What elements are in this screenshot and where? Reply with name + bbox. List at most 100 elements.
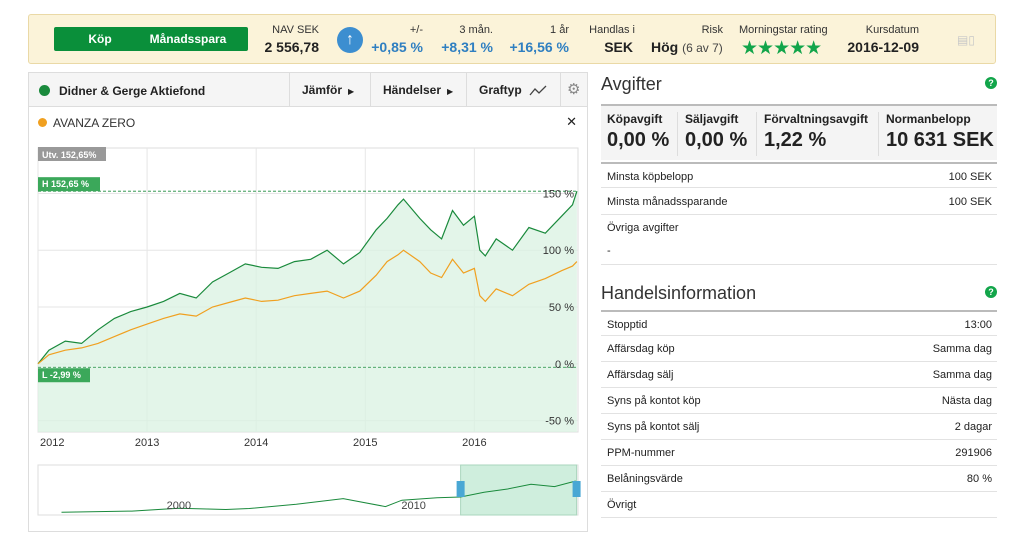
- compare-series-line: [37, 249, 578, 365]
- monthly-saving-button[interactable]: Månadsspara: [128, 27, 248, 51]
- compare-menu[interactable]: Jämför ▶: [289, 73, 370, 107]
- rating-stars: ★★★★★: [741, 38, 822, 59]
- price-date-label: Kursdatum: [865, 24, 919, 36]
- fee-row: Minsta månadssparande 100 SEK: [601, 189, 997, 215]
- traded-in-label: Handlas i: [589, 24, 635, 36]
- three-month-value: +8,31 %: [441, 39, 493, 55]
- row-label: Syns på kontot köp: [607, 395, 701, 407]
- divider: [756, 112, 757, 156]
- one-year-value: +16,56 %: [509, 39, 569, 55]
- fee-label: Köpavgift: [607, 112, 663, 126]
- risk-detail: (6 av 7): [682, 41, 723, 55]
- trading-row: Syns på kontot sälj 2 dagar: [601, 414, 997, 440]
- fee-row: Övriga avgifter -: [601, 215, 997, 265]
- navigator-selection: [460, 464, 578, 516]
- row-value: Nästa dag: [941, 395, 992, 407]
- caret-right-icon: ▶: [348, 87, 355, 96]
- fund-series-line: [37, 191, 578, 365]
- low-badge: [38, 368, 90, 383]
- row-label: Minsta köpbelopp: [607, 171, 694, 183]
- row-value: Samma dag: [932, 369, 992, 381]
- high-label: H 152,65 %: [42, 179, 89, 189]
- low-label: L -2,99 %: [42, 370, 81, 380]
- navigator-tick-label: 2010: [401, 500, 425, 512]
- fee-value: 1,22 %: [764, 129, 827, 151]
- nav-value: 2 556,78: [264, 39, 320, 55]
- navigator-handle-right[interactable]: [572, 481, 581, 497]
- fee-row: Minsta köpbelopp 100 SEK: [601, 162, 997, 188]
- arrow-up-icon: ↑: [337, 27, 363, 53]
- price-date-value: 2016-12-09: [847, 39, 919, 55]
- risk-value: Hög: [651, 39, 679, 55]
- chart-toolbar: Didner & Gerge Aktiefond Jämför ▶ Händels…: [29, 73, 587, 107]
- y-tick-label: 50 %: [549, 302, 574, 314]
- y-tick-label: -50 %: [545, 416, 574, 428]
- x-tick-label: 2012: [40, 437, 64, 449]
- y-tick-label: 0 %: [555, 359, 574, 371]
- fund-area-fill: [38, 191, 577, 432]
- x-tick-label: 2013: [135, 437, 159, 449]
- one-year-label: 1 år: [550, 24, 569, 36]
- row-value: 2 dagar: [954, 421, 992, 433]
- management-fee: Förvaltningsavgift 1,22 %: [764, 112, 868, 152]
- row-label: Syns på kontot sälj: [607, 421, 700, 433]
- x-tick-label: 2015: [353, 437, 377, 449]
- change-label: +/-: [409, 24, 423, 36]
- chart-navigator[interactable]: 2000 2010: [37, 464, 581, 516]
- help-icon[interactable]: ?: [985, 77, 997, 89]
- trading-row: Syns på kontot köp Nästa dag: [601, 388, 997, 414]
- fee-value: 0,00 %: [685, 129, 748, 151]
- row-label: Minsta månadssparande: [607, 196, 728, 208]
- fee-value: 0,00 %: [607, 129, 670, 151]
- risk-label: Risk: [701, 24, 723, 36]
- navigator-series-line: [61, 480, 576, 513]
- fee-label: Säljavgift: [685, 112, 739, 126]
- gear-icon[interactable]: ⚙: [560, 73, 587, 107]
- trading-row: Belåningsvärde 80 %: [601, 466, 997, 492]
- row-label: Övrigt: [607, 499, 637, 511]
- trading-row: Övrigt: [601, 492, 997, 518]
- close-icon[interactable]: ✕: [566, 114, 577, 129]
- compare-color-dot: [38, 118, 47, 127]
- row-value: -: [607, 245, 611, 257]
- chart-type-label: Graftyp: [479, 83, 522, 97]
- fee-label: Normanbelopp: [886, 112, 971, 126]
- row-value: 100 SEK: [948, 171, 992, 183]
- compare-row: AVANZA ZERO ✕: [29, 108, 587, 136]
- trading-title: Handelsinformation: [601, 283, 757, 303]
- fees-title: Avgifter: [601, 74, 662, 94]
- row-value: 291906: [955, 447, 992, 459]
- fee-label: Förvaltningsavgift: [764, 112, 869, 126]
- fund-name: Didner & Gerge Aktiefond: [59, 84, 206, 98]
- price-chart[interactable]: 150 % 100 % 50 % 0 % -50 % 2012 2013 2014 2015 2…: [29, 135, 589, 535]
- x-tick-label: 2014: [244, 437, 268, 449]
- trading-row: Affärsdag köp Samma dag: [601, 336, 997, 362]
- chart-type-menu[interactable]: Graftyp: [466, 73, 560, 107]
- rating-label: Morningstar rating: [739, 24, 828, 36]
- y-tick-label: 150 %: [543, 188, 574, 200]
- trading-row: Stopptid 13:00: [601, 310, 997, 336]
- row-label: Affärsdag köp: [607, 343, 675, 355]
- utv-badge: [38, 147, 106, 161]
- caret-right-icon: ▶: [447, 87, 454, 96]
- events-label: Händelser: [383, 83, 442, 97]
- navigator-handle-left[interactable]: [456, 481, 465, 497]
- divider: [677, 112, 678, 156]
- sell-fee: Säljavgift 0,00 %: [685, 112, 747, 152]
- row-value: 100 SEK: [948, 196, 992, 208]
- bookmark-icon[interactable]: ▤▯: [957, 33, 975, 47]
- row-value: Samma dag: [932, 343, 992, 355]
- navigator-tick-label: 2000: [167, 500, 191, 512]
- fund-color-dot: [39, 85, 50, 96]
- norm-amount: Normanbelopp 10 631 SEK: [886, 112, 994, 152]
- events-menu[interactable]: Händelser ▶: [370, 73, 466, 107]
- compare-fund-name: AVANZA ZERO: [53, 116, 136, 130]
- utv-label: Utv. 152,65%: [42, 150, 96, 160]
- fee-value: 10 631 SEK: [886, 129, 994, 151]
- compare-label: Jämför: [302, 83, 343, 97]
- row-value: 80 %: [966, 473, 992, 485]
- divider: [878, 112, 879, 156]
- row-label: Stopptid: [607, 319, 648, 331]
- row-label: Affärsdag sälj: [607, 369, 674, 381]
- help-icon[interactable]: ?: [985, 286, 997, 298]
